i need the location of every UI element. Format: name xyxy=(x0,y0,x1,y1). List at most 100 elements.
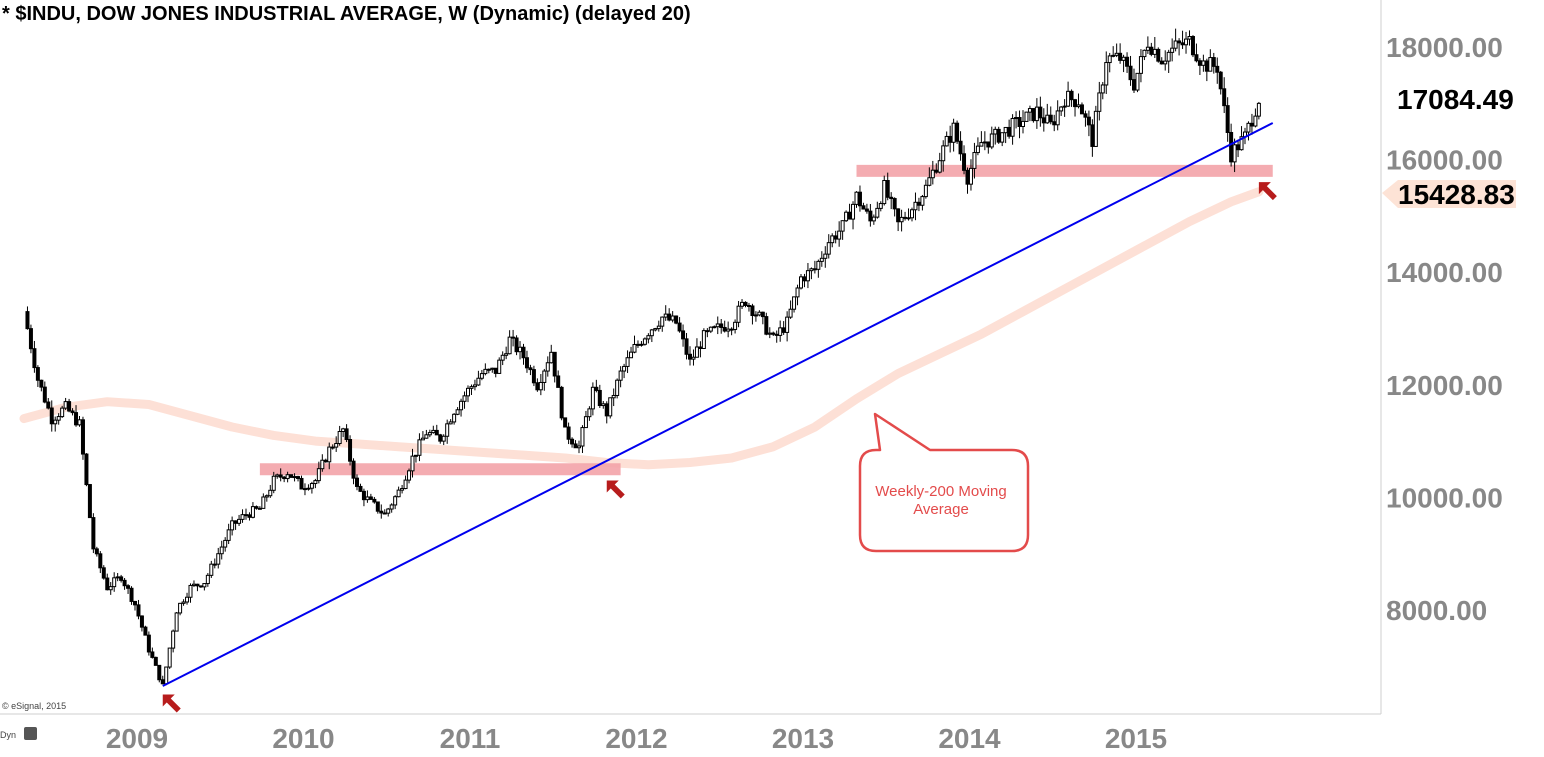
candle-up xyxy=(334,442,339,448)
candle-down xyxy=(514,337,519,353)
candle-down xyxy=(597,389,602,407)
candle-up xyxy=(629,351,634,359)
candle-up xyxy=(670,315,675,321)
candle-up xyxy=(982,141,987,144)
candle-up xyxy=(944,135,949,147)
candle-down xyxy=(28,328,33,350)
candle-up xyxy=(1111,54,1116,57)
candle-up xyxy=(1208,57,1213,72)
candle-down xyxy=(254,506,259,509)
candle-down xyxy=(996,128,1001,143)
candle-down xyxy=(1041,117,1046,124)
candle-up xyxy=(694,346,699,358)
candle-up xyxy=(830,235,835,244)
candle-up xyxy=(615,379,620,396)
candle-up xyxy=(972,152,977,169)
candle-down xyxy=(296,476,301,479)
candle-up xyxy=(708,326,713,332)
x-tick-label: 2013 xyxy=(772,723,834,754)
candle-up xyxy=(923,184,928,198)
candle-down xyxy=(962,153,967,171)
candle-up xyxy=(625,357,630,367)
candle-down xyxy=(868,210,873,222)
candle-down xyxy=(760,311,765,318)
candle-up xyxy=(740,301,745,307)
candle-up xyxy=(500,354,505,361)
candle-up xyxy=(906,217,911,220)
candle-down xyxy=(722,326,727,332)
moving-average-line xyxy=(19,187,1264,470)
candle-up xyxy=(1201,60,1206,66)
candle-up xyxy=(989,133,994,148)
candle-down xyxy=(965,169,970,185)
candle-up xyxy=(188,584,193,598)
y-tick-label: 8000.00 xyxy=(1386,595,1487,626)
candle-up xyxy=(202,583,207,588)
candle-up xyxy=(174,612,179,632)
candle-up xyxy=(445,423,450,437)
candle-down xyxy=(434,429,439,436)
candle-up xyxy=(587,408,592,418)
candle-up xyxy=(951,122,956,143)
candle-down xyxy=(1128,65,1133,81)
candle-down xyxy=(1090,124,1095,147)
candle-down xyxy=(1211,57,1216,67)
candle-down xyxy=(563,417,568,428)
candle-up xyxy=(757,311,762,316)
x-tick-label: 2015 xyxy=(1105,723,1167,754)
candle-up xyxy=(837,230,842,240)
candle-up xyxy=(219,546,224,555)
dyn-label: Dyn xyxy=(0,730,16,740)
candle-down xyxy=(667,313,672,321)
candle-down xyxy=(67,401,72,412)
candle-up xyxy=(878,203,883,209)
candle-down xyxy=(1249,122,1254,127)
candle-up xyxy=(275,474,280,477)
candle-up xyxy=(1014,117,1019,120)
candle-down xyxy=(1083,113,1088,118)
candle-down xyxy=(87,484,92,519)
candle-down xyxy=(688,353,692,360)
candle-up xyxy=(1104,62,1109,86)
x-tick-label: 2014 xyxy=(938,723,1001,754)
candle-down xyxy=(511,336,516,339)
x-tick-labels: 2009 2010 2011 2012 2013 2014 2015 xyxy=(106,723,1167,754)
candle-up xyxy=(178,602,183,614)
candle-up xyxy=(1184,38,1189,46)
candle-down xyxy=(604,403,609,417)
candle-down xyxy=(986,141,991,148)
candle-up xyxy=(910,209,914,219)
candle-up xyxy=(455,409,460,415)
candle-down xyxy=(129,587,134,602)
candle-down xyxy=(105,577,110,591)
candle-up xyxy=(882,180,887,205)
candle-up xyxy=(112,577,117,588)
candle-up xyxy=(1166,51,1171,62)
candle-down xyxy=(368,496,373,500)
dyn-toggle-button[interactable] xyxy=(24,727,37,740)
y-tick-label: 18000.00 xyxy=(1386,32,1503,63)
candle-down xyxy=(299,477,304,490)
candle-up xyxy=(285,474,290,480)
candle-down xyxy=(42,386,47,403)
candle-down xyxy=(80,419,85,455)
candle-up xyxy=(726,328,731,332)
candle-up xyxy=(1163,60,1168,65)
candle-down xyxy=(903,216,908,219)
candle-up xyxy=(459,400,464,411)
candle-up xyxy=(1145,46,1150,51)
candle-down xyxy=(330,446,335,449)
candle-down xyxy=(1038,106,1043,119)
candle-up xyxy=(316,468,321,482)
candle-up xyxy=(309,483,314,489)
candle-down xyxy=(1069,90,1074,101)
candle-up xyxy=(240,514,245,520)
candle-down xyxy=(1204,60,1209,72)
candle-down xyxy=(195,583,200,587)
annotation-text-line2: Average xyxy=(913,501,969,518)
candle-down xyxy=(531,369,536,384)
candle-down xyxy=(524,357,529,369)
candle-up xyxy=(733,321,738,330)
ma-value-label: 15428.83 xyxy=(1398,179,1515,210)
